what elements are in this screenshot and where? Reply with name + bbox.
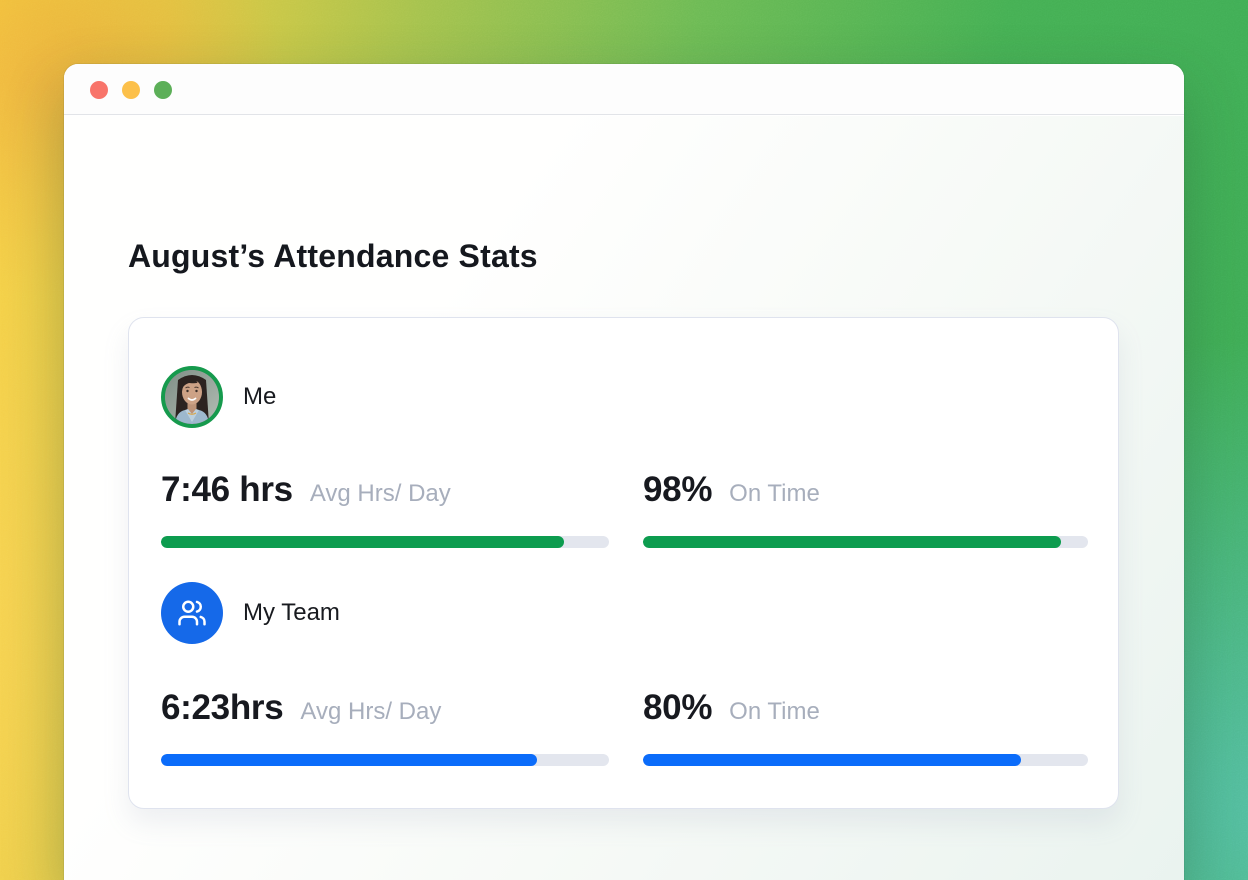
stat-value: 80%: [643, 688, 713, 727]
stat-caption: Avg Hrs/ Day: [309, 480, 451, 507]
stat-value: 7:46 hrs: [161, 470, 293, 509]
section-header-team: My Team: [161, 582, 340, 644]
progress-track: [643, 536, 1088, 548]
avatar-photo: [165, 370, 219, 424]
users-icon-glyph: [178, 600, 206, 626]
stat-team-on-time: 80% On Time: [643, 688, 1088, 766]
progress-fill: [161, 754, 538, 766]
attendance-stats-card: Me 7:46 hrs Avg Hrs/ Day 98% On Time: [128, 317, 1119, 809]
page-title: August’s Attendance Stats: [128, 238, 538, 274]
section-header-me: Me: [161, 366, 276, 428]
stat-caption: On Time: [729, 480, 820, 507]
zoom-button[interactable]: [154, 81, 172, 99]
progress-fill: [161, 536, 565, 548]
section-label-team: My Team: [243, 599, 340, 626]
app-window: August’s Attendance Stats: [64, 64, 1184, 880]
stat-caption: On Time: [729, 698, 820, 725]
stat-me-on-time: 98% On Time: [643, 470, 1088, 548]
stat-value: 6:23hrs: [161, 688, 284, 727]
stat-me-avg-hours: 7:46 hrs Avg Hrs/ Day: [161, 470, 609, 548]
progress-track: [161, 754, 609, 766]
window-content: August’s Attendance Stats: [64, 116, 1184, 880]
minimize-button[interactable]: [122, 81, 140, 99]
stat-caption: Avg Hrs/ Day: [300, 698, 442, 725]
section-label-me: Me: [243, 383, 277, 410]
progress-fill: [643, 754, 1022, 766]
window-titlebar: [64, 64, 1184, 115]
stat-value: 98%: [643, 470, 713, 509]
close-button[interactable]: [90, 81, 108, 99]
progress-track: [643, 754, 1088, 766]
progress-fill: [643, 536, 1062, 548]
stat-team-avg-hours: 6:23hrs Avg Hrs/ Day: [161, 688, 609, 766]
avatar: [161, 366, 223, 428]
users-icon: [161, 582, 223, 644]
progress-track: [161, 536, 609, 548]
